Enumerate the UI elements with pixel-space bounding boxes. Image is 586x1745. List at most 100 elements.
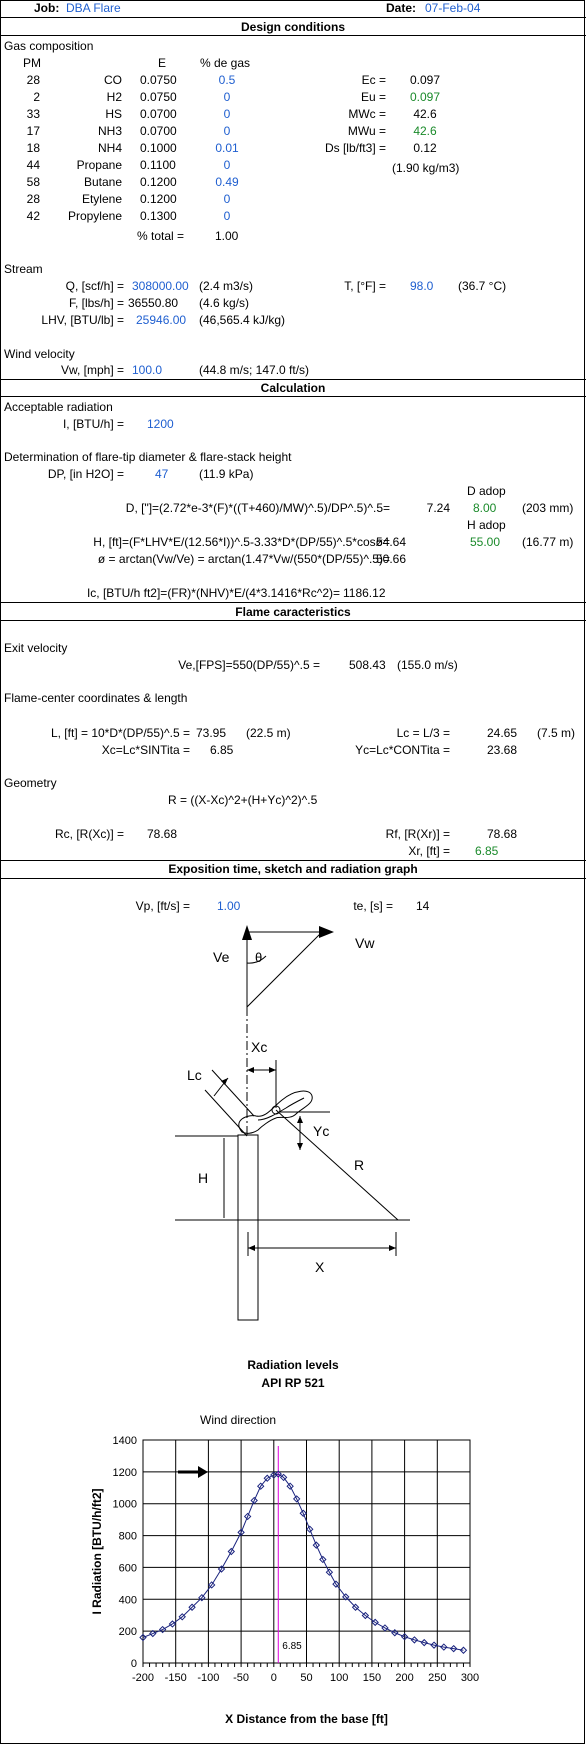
gas-row-pct[interactable]: 0 [223, 124, 231, 138]
gas-row-pct[interactable]: 0 [223, 90, 231, 104]
te-value: 14 [416, 899, 430, 913]
data-point [279, 1473, 288, 1482]
gas-row-e: 0.1200 [140, 175, 177, 189]
gas-row-pm: 44 [26, 158, 40, 172]
x-tick-label: 50 [300, 1672, 312, 1684]
gas-row-name: Propylene [67, 209, 122, 223]
gas-row-pm: 58 [26, 175, 40, 189]
r-formula: R = ((X-Xc)^2+(H+Yc)^2)^.5 [168, 793, 318, 807]
vw-value: 100.0 [132, 363, 163, 377]
gas-row-pm: 18 [26, 141, 40, 155]
q-label: Q, [scf/h] = [65, 279, 124, 293]
gas-row-pct[interactable]: 0 [223, 192, 231, 206]
sketch-theta-label: θ [255, 950, 262, 965]
rc-label: Rc, [R(Xc)] = [54, 827, 124, 841]
y-tick-label: 200 [119, 1626, 137, 1638]
l-value: 73.95 [196, 726, 227, 740]
gas-prop-value: 42.6 [413, 124, 437, 138]
data-point [299, 1509, 307, 1517]
xc-value: 6.85 [210, 743, 234, 757]
gas-row-name: HS [105, 107, 122, 121]
phi-formula: ø = arctan(Vw/Ve) = arctan(1.47*Vw/(550*… [97, 552, 390, 566]
gas-row-pct[interactable]: 0.49 [215, 175, 239, 189]
wind-title: Wind velocity [4, 347, 75, 361]
data-point [351, 1603, 360, 1611]
plot-area [142, 1439, 471, 1664]
d-adop-label: D adop [467, 484, 506, 498]
d-value: 7.24 [426, 501, 450, 515]
t-label: T, [°F] = [344, 279, 386, 293]
gas-prop-label: Ds [lb/ft3] = [324, 141, 386, 155]
gas-row-name: CO [104, 73, 122, 87]
data-point [243, 1512, 252, 1521]
data-point [391, 1629, 399, 1637]
coord-title: Flame-center coordinates & length [4, 691, 188, 705]
data-point [286, 1482, 294, 1490]
i-label: I, [BTU/h] = [62, 417, 124, 431]
gas-row-pm: 42 [26, 209, 40, 223]
f-value: 36550.80 [128, 296, 179, 310]
data-point [312, 1541, 321, 1549]
data-point [217, 1565, 226, 1573]
data-point [371, 1618, 379, 1627]
xc-formula: Xc=Lc*SINTita = [101, 743, 190, 757]
job-label: Job: [34, 1, 60, 15]
d-adop-value: 8.00 [473, 501, 497, 515]
yc-formula: Yc=Lc*CONTita = [355, 743, 450, 757]
gas-row-pct[interactable]: 0 [223, 158, 231, 172]
section-calculation: Calculation [260, 381, 326, 395]
sketch-vw-label: Vw [355, 935, 375, 951]
gas-row-pct[interactable]: 0 [223, 107, 231, 121]
x-tick-label: 100 [330, 1672, 348, 1684]
gas-prop-label: Eu = [360, 90, 386, 104]
l-metric: (22.5 m) [246, 726, 291, 740]
ve-formula: Ve,[FPS]=550(DP/55)^.5 = [178, 658, 320, 672]
gas-row-pct[interactable]: 0 [223, 209, 231, 223]
data-point [400, 1633, 409, 1641]
gas-row-pct[interactable]: 0.5 [218, 73, 236, 87]
ds-metric: (1.90 kg/m3) [392, 161, 460, 175]
y-tick-label: 1000 [113, 1499, 137, 1511]
data-point [178, 1613, 186, 1621]
data-point [188, 1603, 196, 1611]
data-point [459, 1646, 468, 1654]
x-tick-label: -150 [165, 1672, 187, 1684]
data-point [342, 1593, 350, 1601]
t-metric: (36.7 °C) [458, 279, 507, 293]
gas-row-e: 0.1300 [140, 209, 177, 223]
y-tick-label: 0 [131, 1658, 137, 1670]
rf-value: 78.68 [487, 827, 518, 841]
gas-prop-label: MWc = [348, 107, 386, 121]
ic-value: 1186.12 [343, 586, 386, 600]
job-value: DBA Flare [66, 1, 121, 15]
data-point [158, 1625, 167, 1634]
x-tick-label: -100 [197, 1672, 219, 1684]
y-tick-label: 1200 [113, 1467, 137, 1479]
gas-prop-label: Ec = [361, 73, 386, 87]
vw-label: Vw, [mph] = [60, 363, 124, 377]
ve-metric: (155.0 m/s) [397, 658, 458, 672]
series-line [142, 1473, 464, 1651]
gas-row-pct[interactable]: 0.01 [215, 141, 239, 155]
data-point [430, 1641, 438, 1649]
exit-title: Exit velocity [4, 641, 68, 655]
gas-row-name: H2 [106, 90, 122, 104]
chart-title-line2: API RP 521 [261, 1376, 325, 1390]
vw-metric: (44.8 m/s; 147.0 ft/s) [199, 363, 310, 377]
y-tick-label: 600 [119, 1562, 137, 1574]
data-point [149, 1629, 157, 1638]
gas-row-pm: 17 [26, 124, 40, 138]
lc-metric: (7.5 m) [537, 726, 576, 740]
data-point [227, 1547, 235, 1556]
gas-col-pm: PM [23, 56, 41, 70]
y-tick-label: 800 [119, 1531, 137, 1543]
gas-row-name: Butane [83, 175, 122, 189]
x-tick-label: 200 [395, 1672, 413, 1684]
data-point [168, 1620, 177, 1628]
vp-label: Vp, [ft/s] = [135, 899, 190, 913]
f-label: F, [lbs/h] = [68, 296, 124, 310]
data-point [139, 1633, 147, 1642]
phi-value: 50.66 [376, 552, 407, 566]
dp-value: 47 [155, 467, 169, 481]
